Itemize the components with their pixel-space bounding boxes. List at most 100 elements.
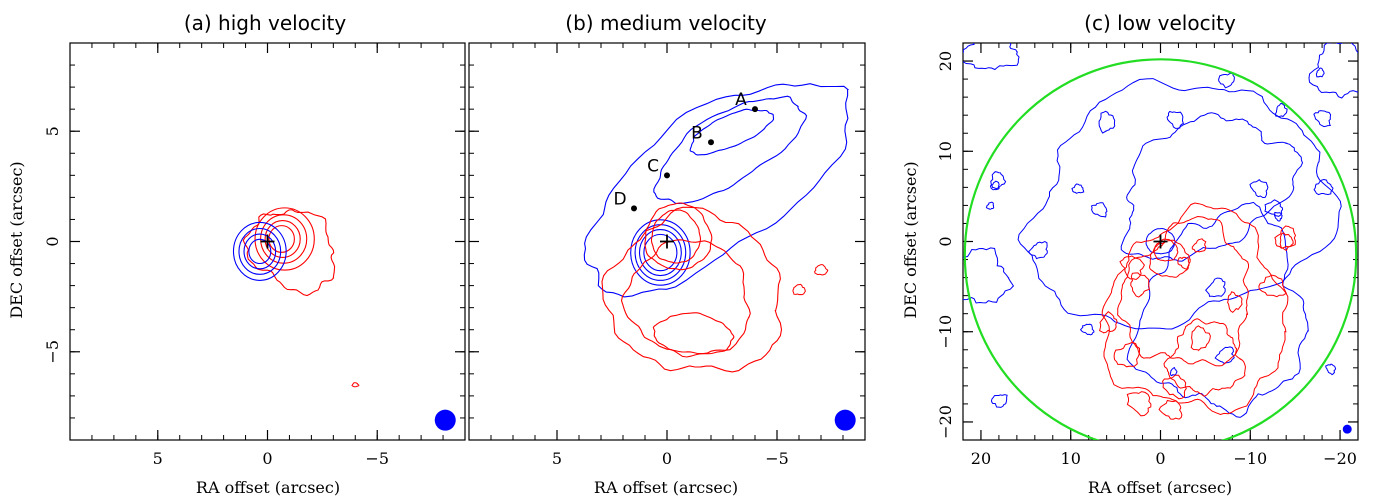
blue-contour [1313, 178, 1334, 196]
red-contour [1177, 256, 1190, 270]
red-contour [268, 225, 295, 253]
blue-contour [963, 43, 1020, 71]
blue-contour [985, 201, 995, 210]
blue-contour [1028, 241, 1048, 260]
x-tick-label: 0 [262, 449, 272, 468]
red-contour [1227, 291, 1243, 314]
blue-contour [990, 394, 1008, 408]
panel-a-title: (a) high velocity [184, 11, 347, 35]
point-d-label: D [613, 189, 626, 209]
red-contour [1119, 255, 1145, 281]
red-contour [1113, 341, 1140, 368]
blue-contour [243, 233, 277, 270]
y-tick-label: −10 [936, 315, 955, 349]
point-a-label: A [735, 90, 747, 110]
beam-ellipse [834, 409, 856, 431]
point-d-marker [631, 205, 637, 212]
red-contour [1162, 374, 1187, 400]
panel-c-ylabel: DEC offset (arcsec) [901, 161, 920, 318]
blue-contour [1169, 366, 1178, 377]
blue-contour [963, 247, 1015, 304]
red-contour [1153, 238, 1179, 262]
blue-contour [248, 238, 272, 265]
blue-contour [1126, 201, 1309, 418]
y-tick-label: 0 [936, 236, 955, 246]
blue-contour [634, 224, 687, 281]
beam-ellipse [1342, 424, 1352, 434]
panel-b-contours: A B C D [583, 83, 856, 431]
point-b-label: B [691, 123, 703, 143]
panel-a: (a) high velocity RA offset (arcsec) DEC… [7, 11, 466, 497]
blue-contour [1264, 199, 1284, 217]
panel-b-title: (b) medium velocity [565, 11, 767, 35]
red-contour [1148, 239, 1191, 278]
x-tick-label: 10 [1061, 449, 1081, 468]
panel-c-contours [963, 43, 1358, 440]
red-contour [1190, 325, 1211, 352]
panel-c-ticks: 20 10 0 −10 −20 20 10 0 −10 −20 [936, 42, 1359, 468]
red-contour [792, 283, 806, 296]
x-tick-label: −10 [1233, 449, 1267, 468]
blue-contour [1098, 110, 1116, 134]
red-contour [1258, 274, 1287, 298]
blue-contour [630, 219, 691, 286]
x-tick-label: 0 [1155, 449, 1165, 468]
y-tick-label: −5 [43, 340, 62, 364]
primary-beam-circle [963, 58, 1358, 440]
red-contour [264, 220, 301, 258]
red-contour [1279, 232, 1294, 251]
red-contour [1101, 202, 1289, 416]
red-contour [650, 209, 702, 264]
blue-contour [238, 227, 282, 275]
blue-contour [1315, 67, 1325, 78]
blue-contour [1214, 346, 1235, 364]
red-contour [1117, 215, 1249, 367]
x-tick-label: 5 [153, 449, 163, 468]
red-contour [351, 382, 361, 388]
x-tick-label: −5 [765, 449, 789, 468]
panel-a-contours [232, 207, 456, 431]
red-contour [1126, 391, 1152, 417]
blue-contour [583, 83, 850, 298]
blue-contour [1218, 72, 1235, 89]
red-contour [652, 312, 735, 355]
blue-contour [990, 171, 1007, 190]
blue-contour [638, 228, 682, 277]
panel-c-xlabel: RA offset (arcsec) [1088, 478, 1232, 497]
red-contour [1191, 238, 1207, 253]
blue-contour [653, 95, 808, 204]
red-contour [1130, 272, 1150, 298]
point-c-marker [664, 172, 670, 179]
blue-contour [1313, 110, 1332, 128]
panel-b: (b) medium velocity RA offset (arcsec) 5… [468, 11, 866, 497]
blue-contour [1090, 202, 1108, 218]
blue-contour [1071, 183, 1085, 194]
blue-contour [1308, 43, 1358, 99]
panel-c-title: (c) low velocity [1084, 11, 1236, 35]
point-a-marker [752, 106, 758, 113]
blue-contour [1079, 323, 1095, 336]
red-contour [254, 207, 315, 271]
blue-contour [1325, 363, 1337, 376]
panel-a-ylabel: DEC offset (arcsec) [7, 161, 26, 318]
red-contour [644, 202, 713, 271]
blue-contour [1274, 102, 1288, 118]
blue-contour [1166, 110, 1185, 129]
blue-contour [1273, 211, 1283, 222]
y-tick-label: 10 [936, 141, 955, 161]
red-contour [814, 264, 829, 276]
x-tick-label: 5 [552, 449, 562, 468]
red-contour [1158, 399, 1183, 420]
beam-ellipse [434, 409, 456, 431]
blue-contour [689, 108, 775, 156]
y-tick-label: 0 [43, 236, 62, 246]
y-tick-label: 5 [43, 126, 62, 136]
panel-c-contour-layer [963, 43, 1358, 440]
panel-b-xlabel: RA offset (arcsec) [594, 478, 738, 497]
x-tick-label: 0 [662, 449, 672, 468]
y-tick-label: −20 [936, 405, 955, 439]
x-tick-label: 20 [971, 449, 991, 468]
red-contour [601, 206, 783, 373]
panel-c: (c) low velocity RA offset (arcsec) DEC … [901, 11, 1359, 497]
